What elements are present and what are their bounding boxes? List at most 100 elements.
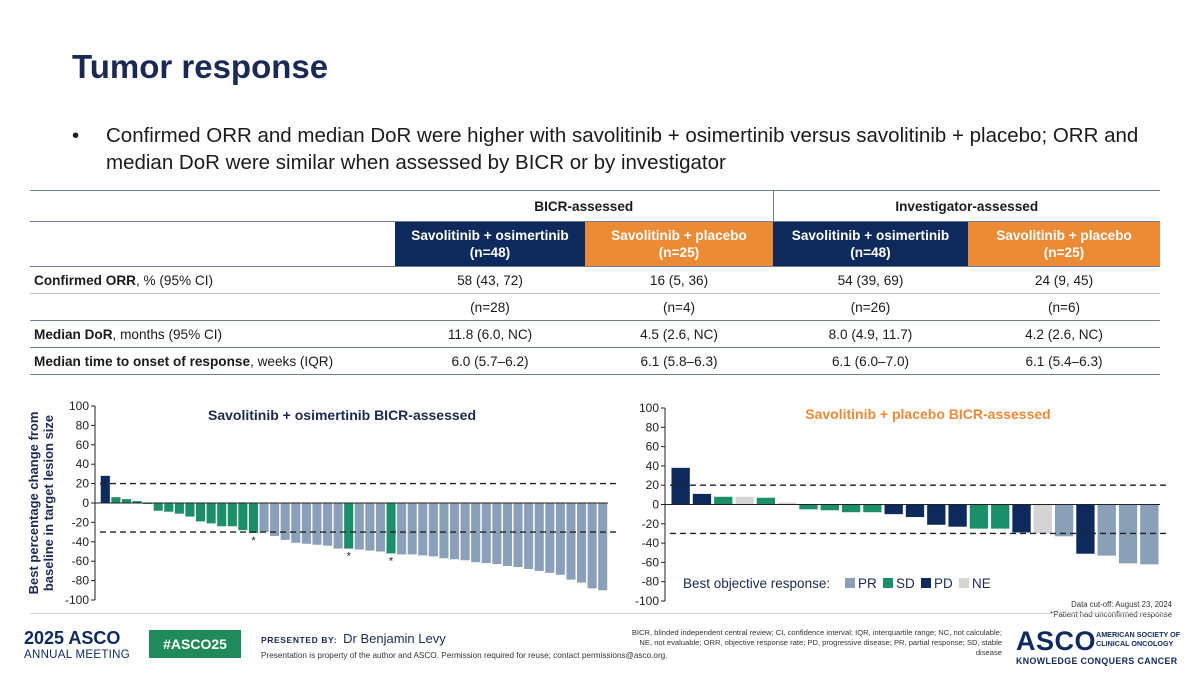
waterfall-bar (248, 503, 259, 534)
waterfall-bar (884, 504, 903, 515)
table-row-dor: Median DoR, months (95% CI) 11.8 (6.0, N… (30, 320, 1160, 348)
y-tick-label: -20 (642, 517, 660, 531)
waterfall-bar (153, 503, 163, 511)
waterfall-bar (576, 503, 587, 583)
asco-society-logo: ASCO AMERICAN SOCIETY OF CLINICAL ONCOLO… (1016, 626, 1181, 666)
waterfall-bar (217, 503, 227, 527)
table-arm-header: Savolitinib + osimertinib (n=48) Savoliti… (30, 221, 1160, 267)
waterfall-bar (598, 503, 608, 591)
legend-swatch-sd (883, 578, 893, 588)
waterfall-bar (195, 503, 206, 522)
row-label: Median time to onset of response, weeks … (30, 347, 395, 375)
waterfall-bar (948, 504, 967, 527)
waterfall-bar (428, 503, 438, 557)
waterfall-chart-savo-placebo: 100 80 60 40 20 0 -20 -40 -60 -80 -100 Savolitinib … (635, 401, 1168, 608)
waterfall-bar (365, 503, 375, 551)
y-tick-label: -20 (72, 515, 90, 529)
waterfall-bar (927, 504, 946, 525)
y-tick-label: -100 (635, 594, 659, 608)
y-tick-label: 40 (646, 459, 660, 473)
page-title: Tumor response (72, 48, 329, 85)
y-tick-label: -100 (65, 593, 89, 607)
waterfall-bar (778, 502, 797, 505)
waterfall-bar (756, 497, 776, 505)
waterfall-bar (799, 504, 818, 510)
waterfall-bar (291, 503, 301, 543)
y-tick-label: 0 (82, 496, 89, 510)
y-tick-label: 20 (76, 477, 90, 491)
table-group-header: BICR-assessed Investigator-assessed (30, 190, 1160, 222)
table-cell: 6.1 (5.4–6.3) (968, 347, 1160, 375)
data-cutoff-note: Data cut-off: August 23, 2024 *Patient h… (1050, 600, 1172, 619)
table-cell: 4.2 (2.6, NC) (968, 320, 1160, 348)
waterfall-bar (333, 503, 343, 549)
table-cell: 54 (39, 69) (773, 266, 968, 294)
waterfall-bar (502, 503, 513, 567)
waterfall-bar (513, 503, 523, 568)
legend-label-pr: PR (858, 576, 877, 591)
waterfall-bar (534, 503, 544, 571)
unconfirmed-marker: * (347, 551, 352, 563)
y-tick-label: -60 (72, 554, 90, 568)
hashtag-badge: #ASCO25 (149, 630, 241, 658)
y-tick-label: 60 (76, 438, 90, 452)
table-cell: 11.8 (6.0, NC) (395, 320, 585, 348)
waterfall-bar (185, 503, 195, 517)
y-tick-label: 100 (639, 401, 659, 415)
table-row-onset: Median time to onset of response, weeks … (30, 347, 1160, 375)
property-notice: Presentation is property of the author a… (261, 651, 668, 660)
legend-swatch-pr (845, 578, 855, 588)
arm-header-inv-savo-placebo: Savolitinib + placebo (n=25) (968, 221, 1160, 267)
waterfall-bar (1076, 504, 1095, 554)
waterfall-bar (280, 503, 290, 540)
chart-title: Savolitinib + osimertinib BICR-assessed (208, 407, 476, 423)
waterfall-bar (1033, 504, 1052, 534)
table-cell: 24 (9, 45) (968, 266, 1160, 294)
waterfall-bar (312, 503, 322, 545)
y-tick-label: 60 (646, 440, 660, 454)
waterfall-bar (1097, 504, 1116, 556)
waterfall-bar (375, 503, 386, 552)
legend-title: Best objective response: (683, 576, 830, 591)
waterfall-bar (270, 503, 280, 536)
waterfall-bar (1054, 504, 1074, 537)
waterfall-bar (449, 503, 460, 560)
legend-label-ne: NE (972, 576, 991, 591)
y-tick-label: -80 (72, 574, 90, 588)
arm-header-bicr-savo-osim: Savolitinib + osimertinib (n=48) (395, 221, 585, 267)
tumor-response-table: BICR-assessed Investigator-assessed Savo… (30, 190, 1160, 375)
legend-swatch-pd (921, 578, 931, 588)
presented-by: PRESENTED BY: Dr Benjamin Levy (261, 631, 446, 646)
waterfall-bar (692, 493, 712, 505)
table-cell: 8.0 (4.9, 11.7) (773, 320, 968, 348)
unconfirmed-marker: * (251, 535, 256, 547)
y-tick-label: 80 (646, 420, 660, 434)
row-label: Median DoR, months (95% CI) (30, 320, 395, 348)
footer-divider (30, 613, 1170, 614)
waterfall-bar (566, 503, 576, 580)
bullet-text: Confirmed ORR and median DoR were higher… (106, 124, 1139, 174)
waterfall-bar (354, 503, 364, 550)
y-tick-label: 80 (76, 418, 90, 432)
waterfall-bar (545, 503, 555, 573)
waterfall-bar (111, 497, 121, 503)
waterfall-bar (407, 503, 417, 555)
arm-header-inv-savo-osim: Savolitinib + osimertinib (n=48) (773, 221, 968, 267)
waterfall-bar (524, 503, 534, 569)
table-row-responders: (n=28) (n=4) (n=26) (n=6) (30, 293, 1160, 321)
group-bicr-header: BICR-assessed (395, 190, 773, 222)
row-label (30, 293, 395, 321)
waterfall-bar (121, 499, 132, 503)
waterfall-bar (439, 503, 449, 559)
waterfall-bar (174, 503, 184, 514)
table-cell: 4.5 (2.6, NC) (585, 320, 773, 348)
waterfall-bar (227, 503, 237, 527)
y-tick-label: 20 (646, 478, 660, 492)
y-tick-label: -60 (642, 555, 660, 569)
table-cell: (n=6) (968, 293, 1160, 321)
waterfall-bar (671, 467, 690, 505)
waterfall-bar (386, 503, 396, 554)
y-axis-label: Best percentage change frombaseline in t… (26, 412, 56, 595)
abbreviations-note: BICR, blinded independent central review… (631, 628, 1002, 657)
waterfall-bar (820, 504, 839, 511)
